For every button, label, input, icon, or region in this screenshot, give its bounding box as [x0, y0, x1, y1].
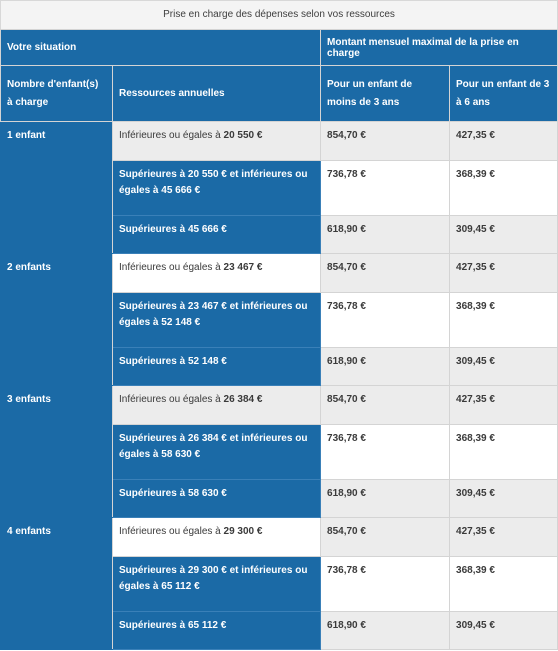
resources-amount: 26 384 € — [223, 394, 263, 405]
group-label: 1 enfant — [0, 121, 113, 254]
resources-cell: Supérieures à 20 550 € et inférieures ou… — [111, 160, 322, 216]
amount-under-3: 736,78 € — [320, 160, 451, 216]
amount-under-3: 854,70 € — [320, 253, 451, 293]
table-row: 1 enfant Inférieures ou égales à 20 550 €… — [0, 121, 558, 254]
resources-amount: 20 550 € — [223, 130, 263, 141]
resources-cell: Supérieures à 65 112 € — [111, 611, 322, 650]
resources-cell: Supérieures à 29 300 € et inférieures ou… — [111, 556, 322, 612]
resources-amount: 58 630 € — [187, 488, 227, 499]
resources-amount: 52 148 € — [161, 317, 201, 328]
amount-3-to-6: 368,39 € — [449, 160, 558, 216]
header-nb-enfants: Nombre d'enfant(s) à charge — [0, 65, 113, 122]
resources-lead: Supérieures à — [119, 356, 186, 367]
table-caption: Prise en charge des dépenses selon vos r… — [0, 0, 558, 29]
resources-amount: 45 666 € — [161, 185, 201, 196]
amount-under-3: 618,90 € — [320, 347, 451, 386]
amount-under-3: 854,70 € — [320, 121, 451, 161]
amount-under-3: 736,78 € — [320, 424, 451, 480]
amount-3-to-6: 309,45 € — [449, 347, 558, 386]
table-row: Supérieures à 20 550 € et inférieures ou… — [1, 160, 558, 216]
group-label: 4 enfants — [0, 517, 113, 650]
resources-lead: Inférieures ou égales à — [119, 394, 221, 405]
amount-3-to-6: 427,35 € — [449, 121, 558, 161]
resources-lead: Supérieures à 20 550 € et inférieures ou… — [119, 169, 308, 196]
table-row: 3 enfants Inférieures ou égales à 26 384 … — [0, 385, 558, 518]
header-montant: Montant mensuel maximal de la prise en c… — [320, 29, 558, 66]
resources-cell: Inférieures ou égales à 20 550 € — [111, 121, 322, 161]
table-row: Supérieures à 23 467 € et inférieures ou… — [1, 292, 558, 348]
amount-3-to-6: 309,45 € — [449, 611, 558, 650]
amount-3-to-6: 368,39 € — [449, 424, 558, 480]
amount-under-3: 736,78 € — [320, 556, 451, 612]
table-row: 4 enfants Inférieures ou égales à 29 300 … — [0, 517, 558, 650]
amount-under-3: 618,90 € — [320, 215, 451, 254]
amount-under-3: 854,70 € — [320, 385, 451, 425]
table-row: Supérieures à 26 384 € et inférieures ou… — [1, 424, 558, 480]
header-3-a-6-ans: Pour un enfant de 3 à 6 ans — [449, 65, 558, 122]
group-label: 2 enfants — [0, 253, 113, 386]
resources-amount: 65 112 € — [161, 581, 200, 592]
resources-lead: Supérieures à 23 467 € et inférieures ou… — [119, 301, 308, 328]
resources-cell: Supérieures à 45 666 € — [111, 215, 322, 254]
amount-3-to-6: 427,35 € — [449, 517, 558, 557]
resources-amount: 65 112 € — [187, 620, 227, 631]
resources-cell: Supérieures à 58 630 € — [111, 479, 322, 518]
resources-lead: Supérieures à 29 300 € et inférieures ou… — [119, 565, 308, 592]
amount-3-to-6: 368,39 € — [449, 292, 558, 348]
amount-3-to-6: 427,35 € — [449, 385, 558, 425]
table-row: Supérieures à 45 666 €618,90 €309,45 € — [1, 215, 558, 254]
table-row: Supérieures à 58 630 €618,90 €309,45 € — [1, 479, 558, 518]
amount-under-3: 736,78 € — [320, 292, 451, 348]
resources-cell: Inférieures ou égales à 26 384 € — [111, 385, 322, 425]
table-row: Supérieures à 29 300 € et inférieures ou… — [1, 556, 558, 612]
resources-lead: Supérieures à 26 384 € et inférieures ou… — [119, 433, 308, 460]
amount-3-to-6: 427,35 € — [449, 253, 558, 293]
resources-amount: 52 148 € — [187, 356, 227, 367]
amount-3-to-6: 309,45 € — [449, 479, 558, 518]
amount-under-3: 854,70 € — [320, 517, 451, 557]
resources-amount: 29 300 € — [223, 526, 263, 537]
resources-cell: Inférieures ou égales à 29 300 € — [111, 517, 322, 557]
resources-lead: Supérieures à — [119, 620, 186, 631]
resources-cell: Inférieures ou égales à 23 467 € — [111, 253, 322, 293]
amount-under-3: 618,90 € — [320, 479, 451, 518]
group-label: 3 enfants — [0, 385, 113, 518]
resources-amount: 23 467 € — [223, 262, 263, 273]
table-row: Supérieures à 65 112 €618,90 €309,45 € — [1, 611, 558, 650]
amount-under-3: 618,90 € — [320, 611, 451, 650]
resources-cell: Supérieures à 23 467 € et inférieures ou… — [111, 292, 322, 348]
resources-lead: Inférieures ou égales à — [119, 130, 221, 141]
header-ressources: Ressources annuelles — [111, 65, 322, 122]
table-body: 1 enfant Inférieures ou égales à 20 550 €… — [0, 121, 558, 650]
header-situation: Votre situation — [0, 29, 322, 66]
header-moins-3-ans: Pour un enfant de moins de 3 ans — [320, 65, 451, 122]
resources-amount: 45 666 € — [187, 224, 227, 235]
resources-lead: Supérieures à — [119, 224, 186, 235]
resources-lead: Inférieures ou égales à — [119, 262, 221, 273]
resources-amount: 58 630 € — [161, 449, 201, 460]
resources-lead: Inférieures ou égales à — [119, 526, 221, 537]
resources-cell: Supérieures à 52 148 € — [111, 347, 322, 386]
amount-3-to-6: 309,45 € — [449, 215, 558, 254]
resources-lead: Supérieures à — [119, 488, 186, 499]
amount-3-to-6: 368,39 € — [449, 556, 558, 612]
table-row: 2 enfants Inférieures ou égales à 23 467 … — [0, 253, 558, 386]
resources-cell: Supérieures à 26 384 € et inférieures ou… — [111, 424, 322, 480]
